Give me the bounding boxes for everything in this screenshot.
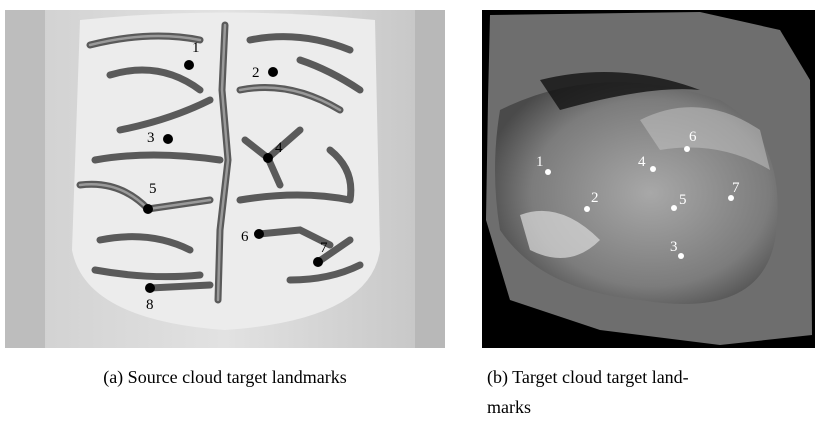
landmark-dot — [671, 205, 677, 211]
landmark-label: 6 — [241, 229, 249, 245]
landmark-label: 4 — [275, 140, 283, 156]
landmark-dot — [263, 153, 273, 163]
caption: (a) Source cloud target landmarks — [103, 367, 347, 388]
landmark-dot — [143, 204, 153, 214]
landmark-label: 7 — [320, 240, 328, 256]
landmark-label: 5 — [679, 192, 687, 208]
landmark-dot — [650, 166, 656, 172]
panel-a: 1 2 3 4 5 6 7 8 (a) Source cloud target … — [5, 10, 445, 388]
landmark-dot — [145, 283, 155, 293]
landmark-label: 7 — [732, 180, 740, 196]
landmark-dot — [584, 206, 590, 212]
landmark-label: 1 — [536, 154, 544, 170]
landmark-label: 2 — [591, 190, 599, 206]
landmark-label: 2 — [252, 65, 260, 81]
landmark-dot — [313, 257, 323, 267]
landmark-label: 1 — [192, 40, 200, 56]
landmark-dot — [184, 60, 194, 70]
caption-line: (b) Target cloud target land- — [487, 367, 689, 388]
figure: 1 2 3 4 5 6 7 8 (a) Source cloud target … — [0, 0, 815, 436]
landmark-dot — [545, 169, 551, 175]
landmark-label: 3 — [147, 130, 155, 146]
landmark-label: 8 — [146, 297, 154, 313]
landmark-dot — [254, 229, 264, 239]
landmark-label: 5 — [149, 181, 157, 197]
landmark-dot — [268, 67, 278, 77]
landmark-dot — [684, 146, 690, 152]
landmark-label: 3 — [670, 239, 678, 255]
landmark-dot — [678, 253, 684, 259]
page: 1 2 3 4 5 6 7 8 (a) Source cloud target … — [0, 0, 815, 436]
frame-right — [415, 10, 445, 348]
caption-line: marks — [487, 397, 531, 417]
landmark-dot — [163, 134, 173, 144]
panel-b: 1 2 3 4 5 6 7 (b) Target cloud target la… — [482, 10, 815, 417]
landmark-label: 6 — [689, 129, 697, 145]
frame-left — [5, 10, 45, 348]
landmark-label: 4 — [638, 154, 646, 170]
